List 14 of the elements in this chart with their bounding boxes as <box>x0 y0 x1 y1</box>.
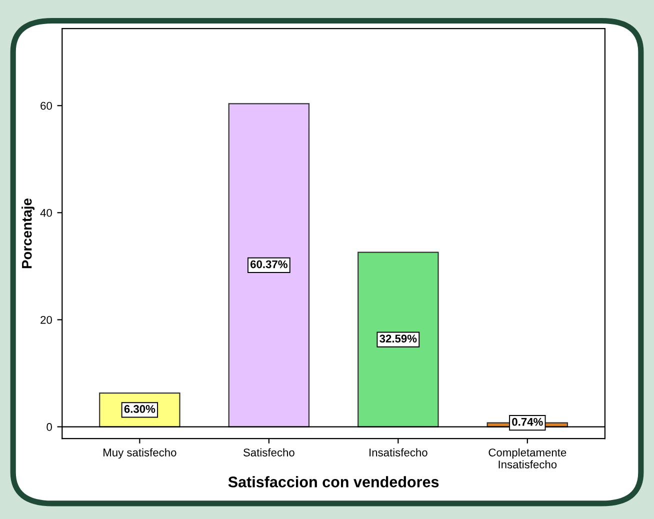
y-tick-label: 20 <box>40 316 52 324</box>
y-axis-title: Porcentaje <box>22 198 34 268</box>
x-tick-label: Completamente Insatisfecho <box>488 448 566 468</box>
x-tick-label: Muy satisfecho <box>104 448 176 459</box>
data-label: 60.37% <box>250 260 288 268</box>
data-label: 32.59% <box>380 334 417 343</box>
x-tick-label: Insatisfecho <box>370 448 428 456</box>
x-axis-title: Satisfaccion con vendedores <box>228 476 439 488</box>
y-tick-label: 40 <box>40 208 52 217</box>
y-tick-label: 0 <box>46 423 52 431</box>
x-tick-label: Satisfecho <box>243 448 294 456</box>
data-label: 6.30% <box>124 405 156 413</box>
y-tick-label: 60 <box>40 102 52 110</box>
data-label: 0.74% <box>512 418 543 426</box>
